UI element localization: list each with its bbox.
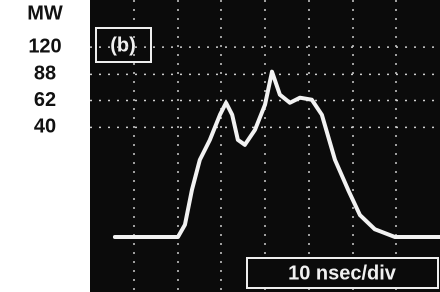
y-axis-label: MW	[27, 2, 63, 24]
chart: MW (b) 10 nsec/div 40 62 88 120	[0, 0, 440, 292]
panel-label: (b)	[110, 34, 136, 56]
y-tick-label: 40	[34, 116, 56, 138]
y-tick-label: 120	[28, 35, 61, 57]
y-tick-label: 62	[34, 89, 56, 111]
y-tick-label: 88	[34, 63, 56, 85]
time-scale-label: 10 nsec/div	[288, 262, 397, 284]
